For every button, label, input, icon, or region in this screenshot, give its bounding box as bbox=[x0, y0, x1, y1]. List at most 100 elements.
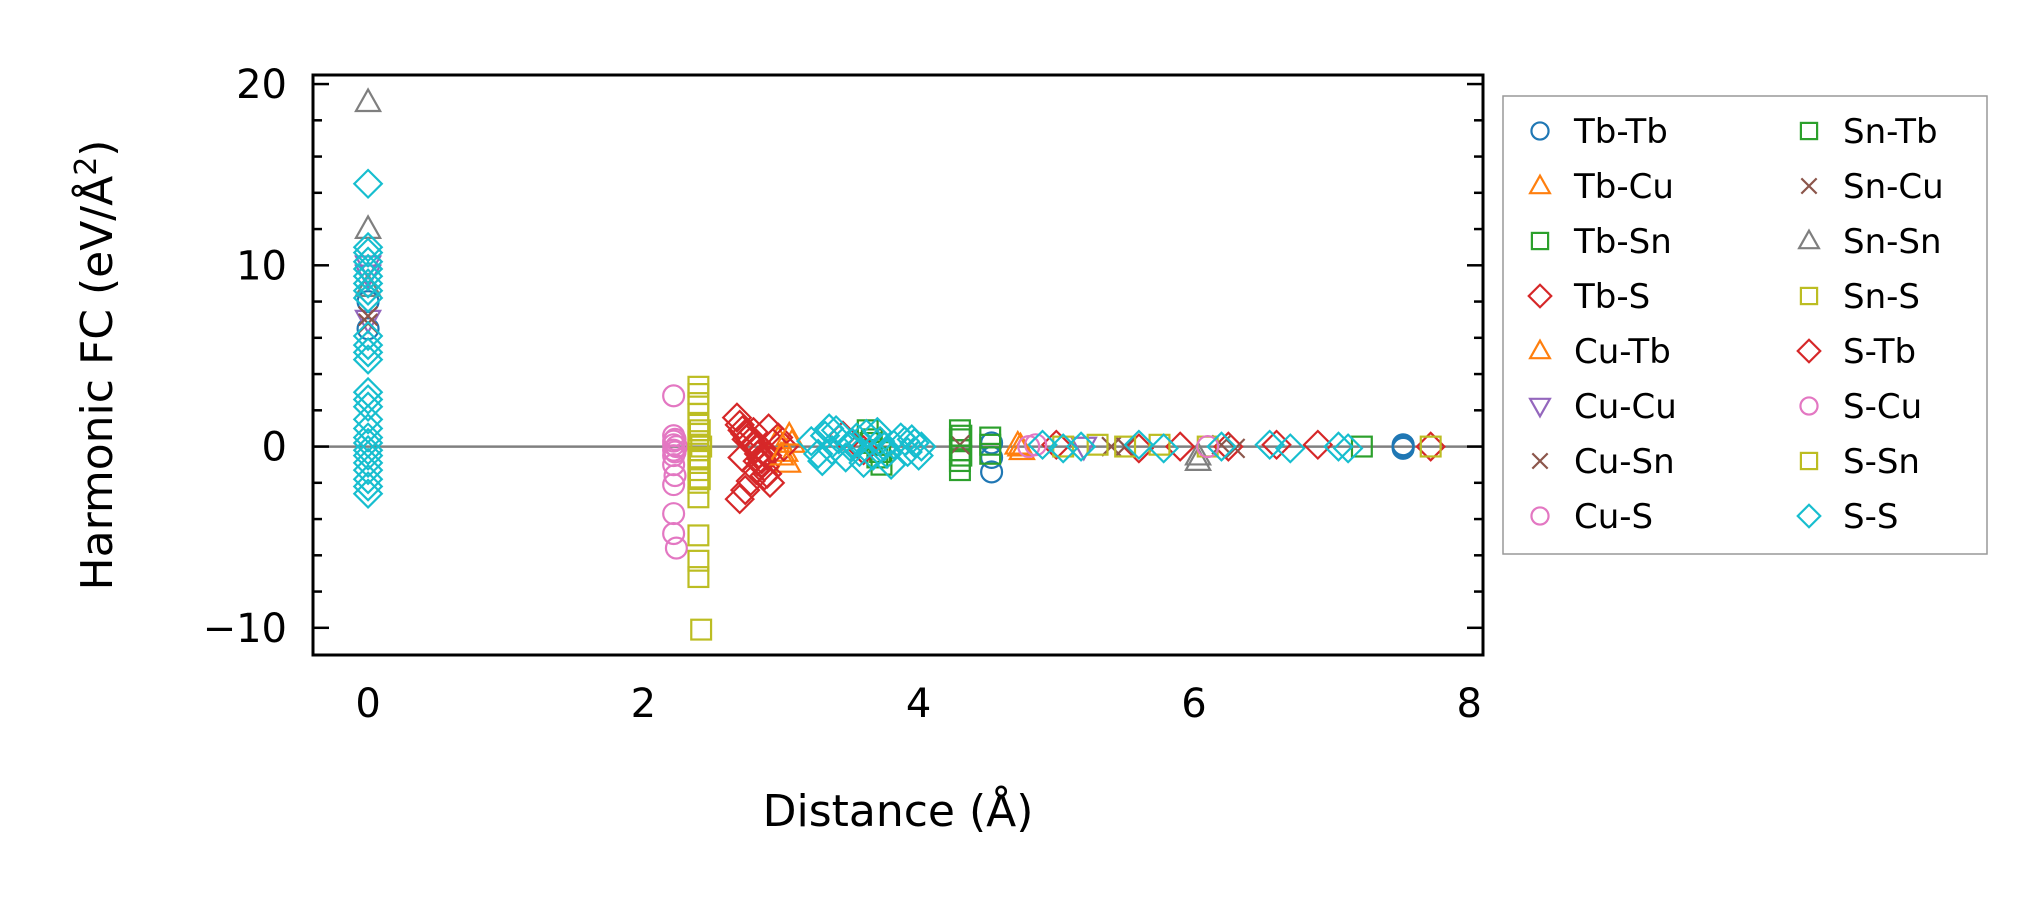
point-s-s-45 bbox=[820, 414, 852, 446]
legend-label-s-sn: S-Sn bbox=[1843, 442, 1920, 482]
point-s-s-14 bbox=[352, 384, 384, 415]
point-s-s-28 bbox=[802, 438, 834, 470]
point-s-s-57 bbox=[1047, 433, 1079, 464]
legend-marker-sn-sn bbox=[1797, 228, 1821, 250]
legend-marker-s-tb bbox=[1796, 338, 1822, 364]
point-s-s-26 bbox=[352, 478, 384, 509]
point-s-s-61 bbox=[1206, 431, 1237, 462]
point-sn-s-10 bbox=[687, 471, 710, 494]
point-tb-s-17 bbox=[746, 447, 778, 479]
point-s-s-46 bbox=[834, 431, 866, 462]
series-cu-s bbox=[662, 384, 1041, 560]
legend-marker-s-s bbox=[1796, 503, 1822, 529]
legend-entry-sn-tb: Sn-Tb bbox=[1799, 112, 1938, 152]
legend-entry-cu-sn: Cu-Sn bbox=[1531, 442, 1675, 482]
series-sn-sn bbox=[354, 87, 1213, 471]
point-cu-s-9 bbox=[662, 522, 686, 546]
point-sn-s-17 bbox=[1086, 433, 1109, 456]
axis-ticks bbox=[313, 82, 1483, 630]
legend-marker-cu-sn bbox=[1531, 452, 1549, 470]
point-tb-sn-11 bbox=[979, 433, 1002, 456]
point-s-s-2 bbox=[352, 237, 384, 268]
legend-entry-sn-sn: Sn-Sn bbox=[1797, 222, 1942, 262]
point-s-sn-4 bbox=[1148, 433, 1171, 456]
point-tb-tb-7 bbox=[1391, 435, 1415, 459]
y-tick-label: −10 bbox=[203, 606, 287, 652]
y-axis-title-main: Harmonic FC (eV/Å bbox=[70, 176, 123, 591]
point-s-s-53 bbox=[841, 422, 873, 453]
point-s-s-48 bbox=[862, 416, 893, 448]
legend-entry-s-s: S-S bbox=[1796, 497, 1898, 537]
point-s-s-22 bbox=[352, 447, 384, 479]
legend-marker-sn-cu bbox=[1800, 177, 1818, 195]
point-tb-s-28 bbox=[1302, 429, 1334, 461]
legend-marker-sn-tb bbox=[1799, 121, 1819, 141]
point-s-s-49 bbox=[875, 449, 907, 480]
legend: Tb-Tb Tb-Cu Tb-Sn Tb-S Cu-Tb Cu-Cu Cu-Sn Cu-S Sn… bbox=[1502, 95, 1988, 555]
x-tick-label: 6 bbox=[1181, 681, 1206, 727]
point-s-sn-2 bbox=[688, 468, 711, 491]
point-s-s-11 bbox=[352, 337, 384, 368]
point-s-s-10 bbox=[352, 329, 384, 361]
y-axis-title-superscript: 2 bbox=[69, 157, 104, 176]
point-sn-s-11 bbox=[687, 486, 710, 509]
point-s-s-27 bbox=[795, 425, 827, 457]
point-sn-tb-3 bbox=[950, 444, 973, 467]
legend-label-s-cu: S-Cu bbox=[1843, 387, 1922, 427]
point-cu-s-7 bbox=[662, 473, 686, 497]
point-sn-s-15 bbox=[690, 618, 713, 641]
x-tick-label: 8 bbox=[1457, 681, 1482, 727]
legend-label-sn-sn: Sn-Sn bbox=[1843, 222, 1942, 262]
point-s-cu-4 bbox=[1196, 435, 1220, 459]
legend-label-s-s: S-S bbox=[1843, 497, 1898, 537]
legend-entry-tb-cu: Tb-Cu bbox=[1528, 167, 1674, 207]
point-s-s-62 bbox=[1254, 429, 1285, 461]
point-sn-s-20 bbox=[1419, 435, 1442, 458]
legend-entry-s-sn: S-Sn bbox=[1799, 442, 1920, 482]
point-s-s-65 bbox=[1332, 433, 1364, 464]
plot-frame bbox=[311, 73, 1485, 657]
point-tb-s-15 bbox=[735, 465, 767, 497]
point-tb-sn-8 bbox=[948, 459, 971, 482]
point-cu-s-8 bbox=[662, 502, 686, 526]
legend-label-tb-sn: Tb-Sn bbox=[1573, 222, 1672, 262]
point-tb-s-20 bbox=[762, 422, 794, 453]
legend-marker-tb-s bbox=[1527, 283, 1553, 309]
point-s-s-12 bbox=[352, 344, 384, 375]
series-s-s bbox=[352, 168, 1364, 509]
legend-entry-cu-s: Cu-S bbox=[1530, 497, 1653, 537]
point-s-s-5 bbox=[352, 260, 384, 292]
legend-label-sn-cu: Sn-Cu bbox=[1843, 167, 1944, 207]
point-s-s-64 bbox=[1323, 431, 1354, 462]
point-sn-sn-0 bbox=[354, 87, 383, 113]
point-tb-s-14 bbox=[729, 474, 761, 506]
legend-label-cu-s: Cu-S bbox=[1574, 497, 1653, 537]
point-s-cu-2 bbox=[663, 464, 687, 488]
point-s-s-56 bbox=[1027, 429, 1058, 461]
point-s-s-25 bbox=[352, 471, 384, 502]
point-s-s-59 bbox=[1123, 429, 1155, 461]
point-cu-tb-1 bbox=[775, 420, 804, 446]
legend-entry-cu-tb: Cu-Tb bbox=[1528, 332, 1671, 372]
point-s-s-60 bbox=[1148, 433, 1179, 464]
legend-marker-s-cu bbox=[1799, 396, 1819, 416]
point-sn-sn-3 bbox=[1184, 440, 1213, 466]
legend-entry-s-tb: S-Tb bbox=[1796, 332, 1916, 372]
legend-marker-sn-s bbox=[1799, 286, 1819, 306]
point-sn-s-13 bbox=[687, 549, 710, 572]
point-s-sn-0 bbox=[688, 419, 711, 442]
point-tb-cu-2 bbox=[773, 447, 802, 473]
legend-label-tb-s: Tb-S bbox=[1573, 277, 1650, 317]
legend-entries: Tb-Tb Tb-Cu Tb-Sn Tb-S Cu-Tb Cu-Cu Cu-Sn Cu-S Sn… bbox=[1527, 112, 1944, 537]
point-s-s-21 bbox=[352, 440, 384, 471]
point-s-s-24 bbox=[352, 463, 384, 495]
legend-marker-tb-sn bbox=[1530, 231, 1550, 251]
point-s-s-18 bbox=[352, 422, 384, 453]
point-sn-sn-4 bbox=[1184, 446, 1213, 471]
point-tb-s-21 bbox=[768, 431, 800, 462]
point-s-s-44 bbox=[806, 445, 838, 477]
point-s-s-7 bbox=[352, 275, 384, 306]
legend-label-s-tb: S-Tb bbox=[1843, 332, 1916, 372]
point-s-s-15 bbox=[352, 391, 384, 422]
point-s-cu-1 bbox=[663, 440, 687, 464]
